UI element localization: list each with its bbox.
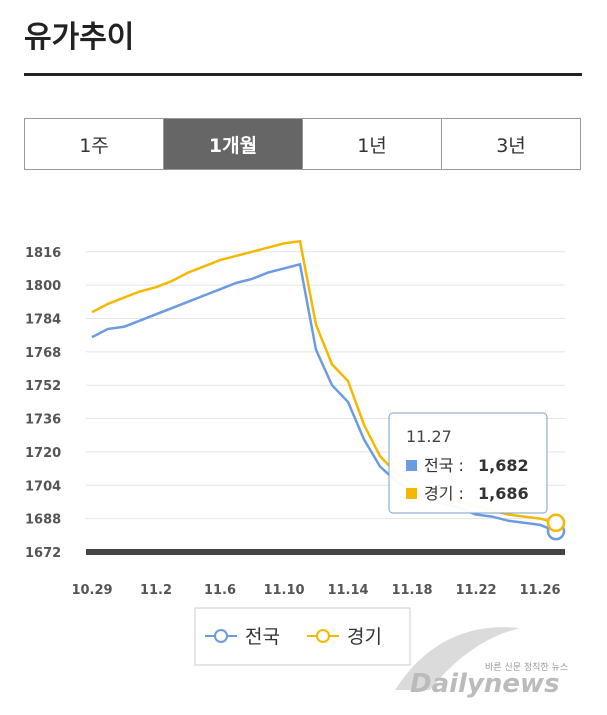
- y-tick-label: 1752: [25, 379, 61, 394]
- page-title: 유가추이: [24, 20, 135, 55]
- period-tabs: 1주 1개월 1년 3년: [24, 118, 581, 170]
- y-tick-label: 1768: [25, 346, 61, 361]
- y-tick-label: 1736: [25, 413, 61, 428]
- highlight-point: [546, 513, 566, 533]
- x-tick-label: 11.26: [519, 583, 560, 598]
- x-tick-label: 11.6: [204, 583, 236, 598]
- period-tab[interactable]: 3년: [441, 119, 580, 169]
- x-tick-label: 11.10: [263, 583, 304, 598]
- watermark-slogan: 바른 신문 정직한 뉴스: [485, 662, 568, 673]
- period-tab[interactable]: 1주: [79, 134, 109, 157]
- x-tick-label: 11.18: [391, 583, 432, 598]
- tooltip-title: 11.27: [406, 427, 452, 446]
- tooltip-label: 전국 :: [424, 456, 464, 475]
- y-tick-label: 1704: [25, 479, 61, 494]
- y-tick-label: 1816: [25, 246, 61, 261]
- tooltip-swatch: [406, 488, 417, 499]
- tooltip-box: [388, 412, 548, 514]
- x-tick-label: 11.2: [140, 583, 172, 598]
- y-tick-label: 1784: [25, 312, 61, 327]
- legend-marker: [316, 629, 330, 643]
- tooltip-value: 1,682: [478, 456, 529, 475]
- tooltip-swatch: [406, 460, 417, 471]
- y-tick-label: 1720: [25, 446, 61, 461]
- y-tick-label: 1800: [25, 279, 61, 294]
- legend-label: 전국: [245, 626, 280, 648]
- period-tab[interactable]: 1년: [302, 119, 441, 169]
- watermark-logo: [395, 627, 520, 690]
- period-tab[interactable]: 1개월: [163, 119, 302, 169]
- legend-label: 경기: [347, 626, 382, 648]
- y-tick-label: 1672: [25, 546, 61, 561]
- x-tick-label: 10.29: [71, 583, 112, 598]
- x-tick-label: 11.22: [455, 583, 496, 598]
- tooltip-value: 1,686: [478, 484, 529, 503]
- tooltip: 11.27 전국 : 1,682 경기 : 1,686: [388, 412, 548, 514]
- series-line: [91, 262, 557, 533]
- title-rule: [24, 73, 582, 76]
- legend-marker: [214, 629, 228, 643]
- x-tick-label: 11.14: [327, 583, 368, 598]
- tooltip-label: 경기 :: [424, 484, 464, 503]
- y-tick-label: 1688: [25, 513, 61, 528]
- watermark-brand: Dailynews: [410, 669, 560, 699]
